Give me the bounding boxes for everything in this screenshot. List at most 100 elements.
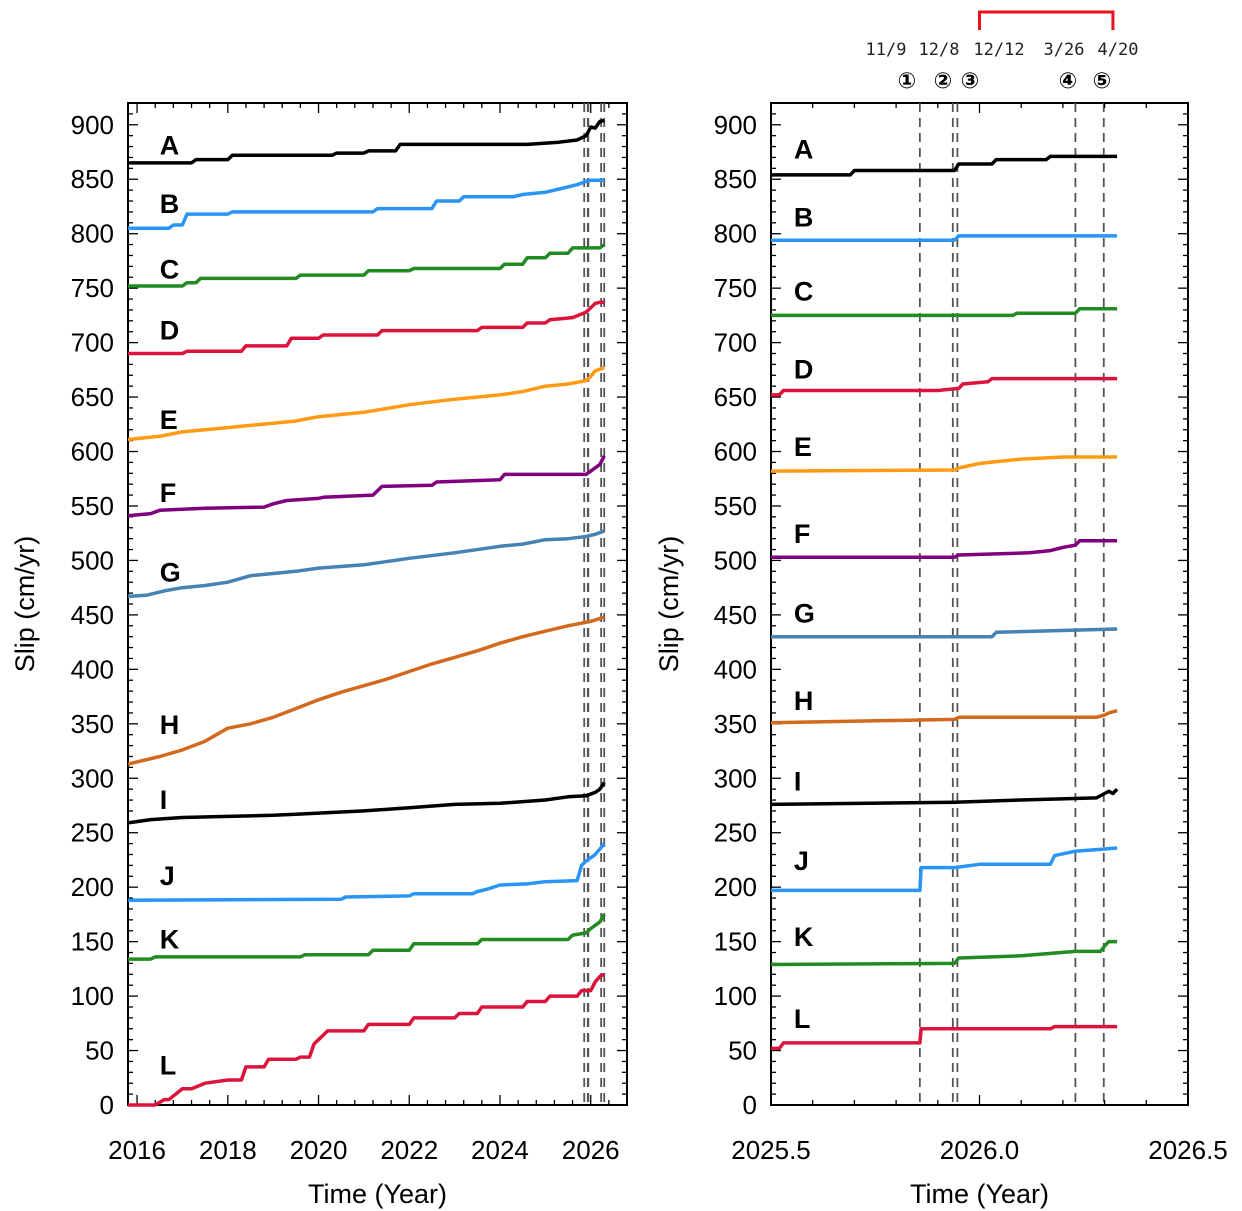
event-date-2: 12/8 [919, 40, 960, 60]
y-tick-label: 150 [714, 927, 757, 957]
period-bracket [978, 10, 1115, 30]
y-tick-label: 750 [714, 273, 757, 303]
series-line-K [128, 913, 606, 961]
y-tick-label: 700 [71, 328, 114, 358]
series-label-F: F [160, 478, 177, 508]
x-axis-title: Time (Year) [308, 1179, 447, 1209]
series-label-L: L [160, 1051, 177, 1081]
y-tick-label: 600 [714, 437, 757, 467]
series-label-C: C [794, 276, 814, 306]
x-tick-label: 2026.0 [940, 1135, 1020, 1165]
series-label-K: K [160, 924, 180, 954]
x-tick-label: 2018 [199, 1135, 257, 1165]
x-tick-label: 2016 [108, 1135, 166, 1165]
series-label-E: E [794, 432, 812, 462]
event-number-5: ⑤ [1093, 69, 1112, 94]
series-label-A: A [794, 135, 814, 165]
y-tick-label: 450 [714, 600, 757, 630]
y-tick-label: 50 [85, 1036, 114, 1066]
series-line-F [127, 455, 606, 518]
series-label-F: F [794, 519, 811, 549]
series-label-G: G [160, 557, 181, 587]
series-line-A [128, 118, 605, 165]
y-tick-label: 700 [714, 328, 757, 358]
x-tick-label: 2025.5 [731, 1135, 811, 1165]
series-line-C [128, 243, 606, 288]
series-label-B: B [794, 202, 814, 232]
left-chart-panel: 0 50 100 150 200 250 300 350 400 450 500 550 600 650 7… [10, 102, 628, 1209]
series-line-H [770, 709, 1118, 725]
series-line-D [128, 300, 605, 356]
y-tick-label: 800 [714, 219, 757, 249]
series-line-I [127, 781, 606, 825]
y-tick-label: 200 [714, 872, 757, 902]
y-tick-label: 350 [714, 709, 757, 739]
event-date-5: 4/20 [1098, 40, 1139, 60]
y-tick-label: 200 [71, 872, 114, 902]
y-tick-label: 900 [714, 110, 757, 140]
series-line-E [770, 455, 1118, 473]
y-tick-label: 100 [714, 981, 757, 1011]
event-number-1: ① [898, 69, 917, 94]
series-line-A [771, 154, 1118, 177]
series-label-H: H [794, 686, 814, 716]
event-number-4: ④ [1059, 69, 1078, 94]
plot-frame [770, 102, 1189, 1106]
y-tick-label: 400 [714, 654, 757, 684]
y-axis-title: Slip (cm/yr) [10, 536, 40, 673]
series-label-E: E [160, 405, 178, 435]
series-line-K [770, 939, 1118, 967]
y-axis-title: Slip (cm/yr) [654, 536, 684, 673]
series-label-I: I [160, 785, 168, 815]
y-tick-label: 500 [714, 545, 757, 575]
event-number-2: ② [934, 69, 953, 94]
series-line-G [771, 627, 1118, 639]
y-tick-label: 300 [714, 763, 757, 793]
series-line-I [770, 787, 1119, 807]
y-tick-label: 450 [71, 600, 114, 630]
x-tick-label: 2022 [380, 1135, 438, 1165]
series-label-J: J [794, 846, 809, 876]
y-tick-label: 250 [71, 818, 114, 848]
y-tick-label: 100 [71, 981, 114, 1011]
series-label-D: D [160, 316, 180, 346]
series-line-L [128, 972, 606, 1107]
x-tick-label: 2026 [562, 1135, 620, 1165]
event-date-1: 11/9 [866, 40, 907, 60]
y-tick-label: 900 [71, 110, 114, 140]
y-tick-label: 0 [743, 1090, 757, 1120]
y-tick-label: 750 [71, 273, 114, 303]
right-chart-panel: 0 50 100 150 200 250 300 350 400 450 500 550 600 650 7… [654, 102, 1228, 1209]
y-tick-label: 0 [100, 1090, 114, 1120]
series-line-E [127, 366, 605, 442]
event-date-3: 12/12 [973, 40, 1024, 60]
y-tick-label: 800 [71, 219, 114, 249]
series-label-L: L [794, 1004, 811, 1034]
y-tick-label: 150 [71, 927, 114, 957]
series-line-J [771, 846, 1118, 893]
x-tick-label: 2020 [290, 1135, 348, 1165]
event-number-3: ③ [961, 69, 980, 94]
x-tick-label: 2026.5 [1148, 1135, 1228, 1165]
y-tick-label: 300 [71, 763, 114, 793]
y-tick-label: 650 [71, 382, 114, 412]
series-line-H [127, 615, 605, 766]
y-tick-label: 350 [71, 709, 114, 739]
series-line-J [127, 842, 606, 902]
series-line-B [128, 178, 605, 231]
series-line-F [771, 539, 1118, 559]
x-axis-title: Time (Year) [910, 1179, 1049, 1209]
y-tick-label: 550 [714, 491, 757, 521]
series-label-D: D [794, 355, 814, 385]
series-line-C [771, 307, 1118, 318]
series-line-B [771, 234, 1118, 242]
y-tick-label: 400 [71, 654, 114, 684]
y-tick-label: 600 [71, 437, 114, 467]
y-tick-label: 850 [714, 164, 757, 194]
series-line-L [771, 1024, 1118, 1051]
event-annotations: 11/9 ①12/8 ② 12/12 ③ 3/26 ④ 4/20 ⑤ [866, 10, 1139, 94]
y-tick-label: 50 [728, 1036, 757, 1066]
series-label-I: I [794, 766, 802, 796]
series-label-B: B [160, 189, 180, 219]
